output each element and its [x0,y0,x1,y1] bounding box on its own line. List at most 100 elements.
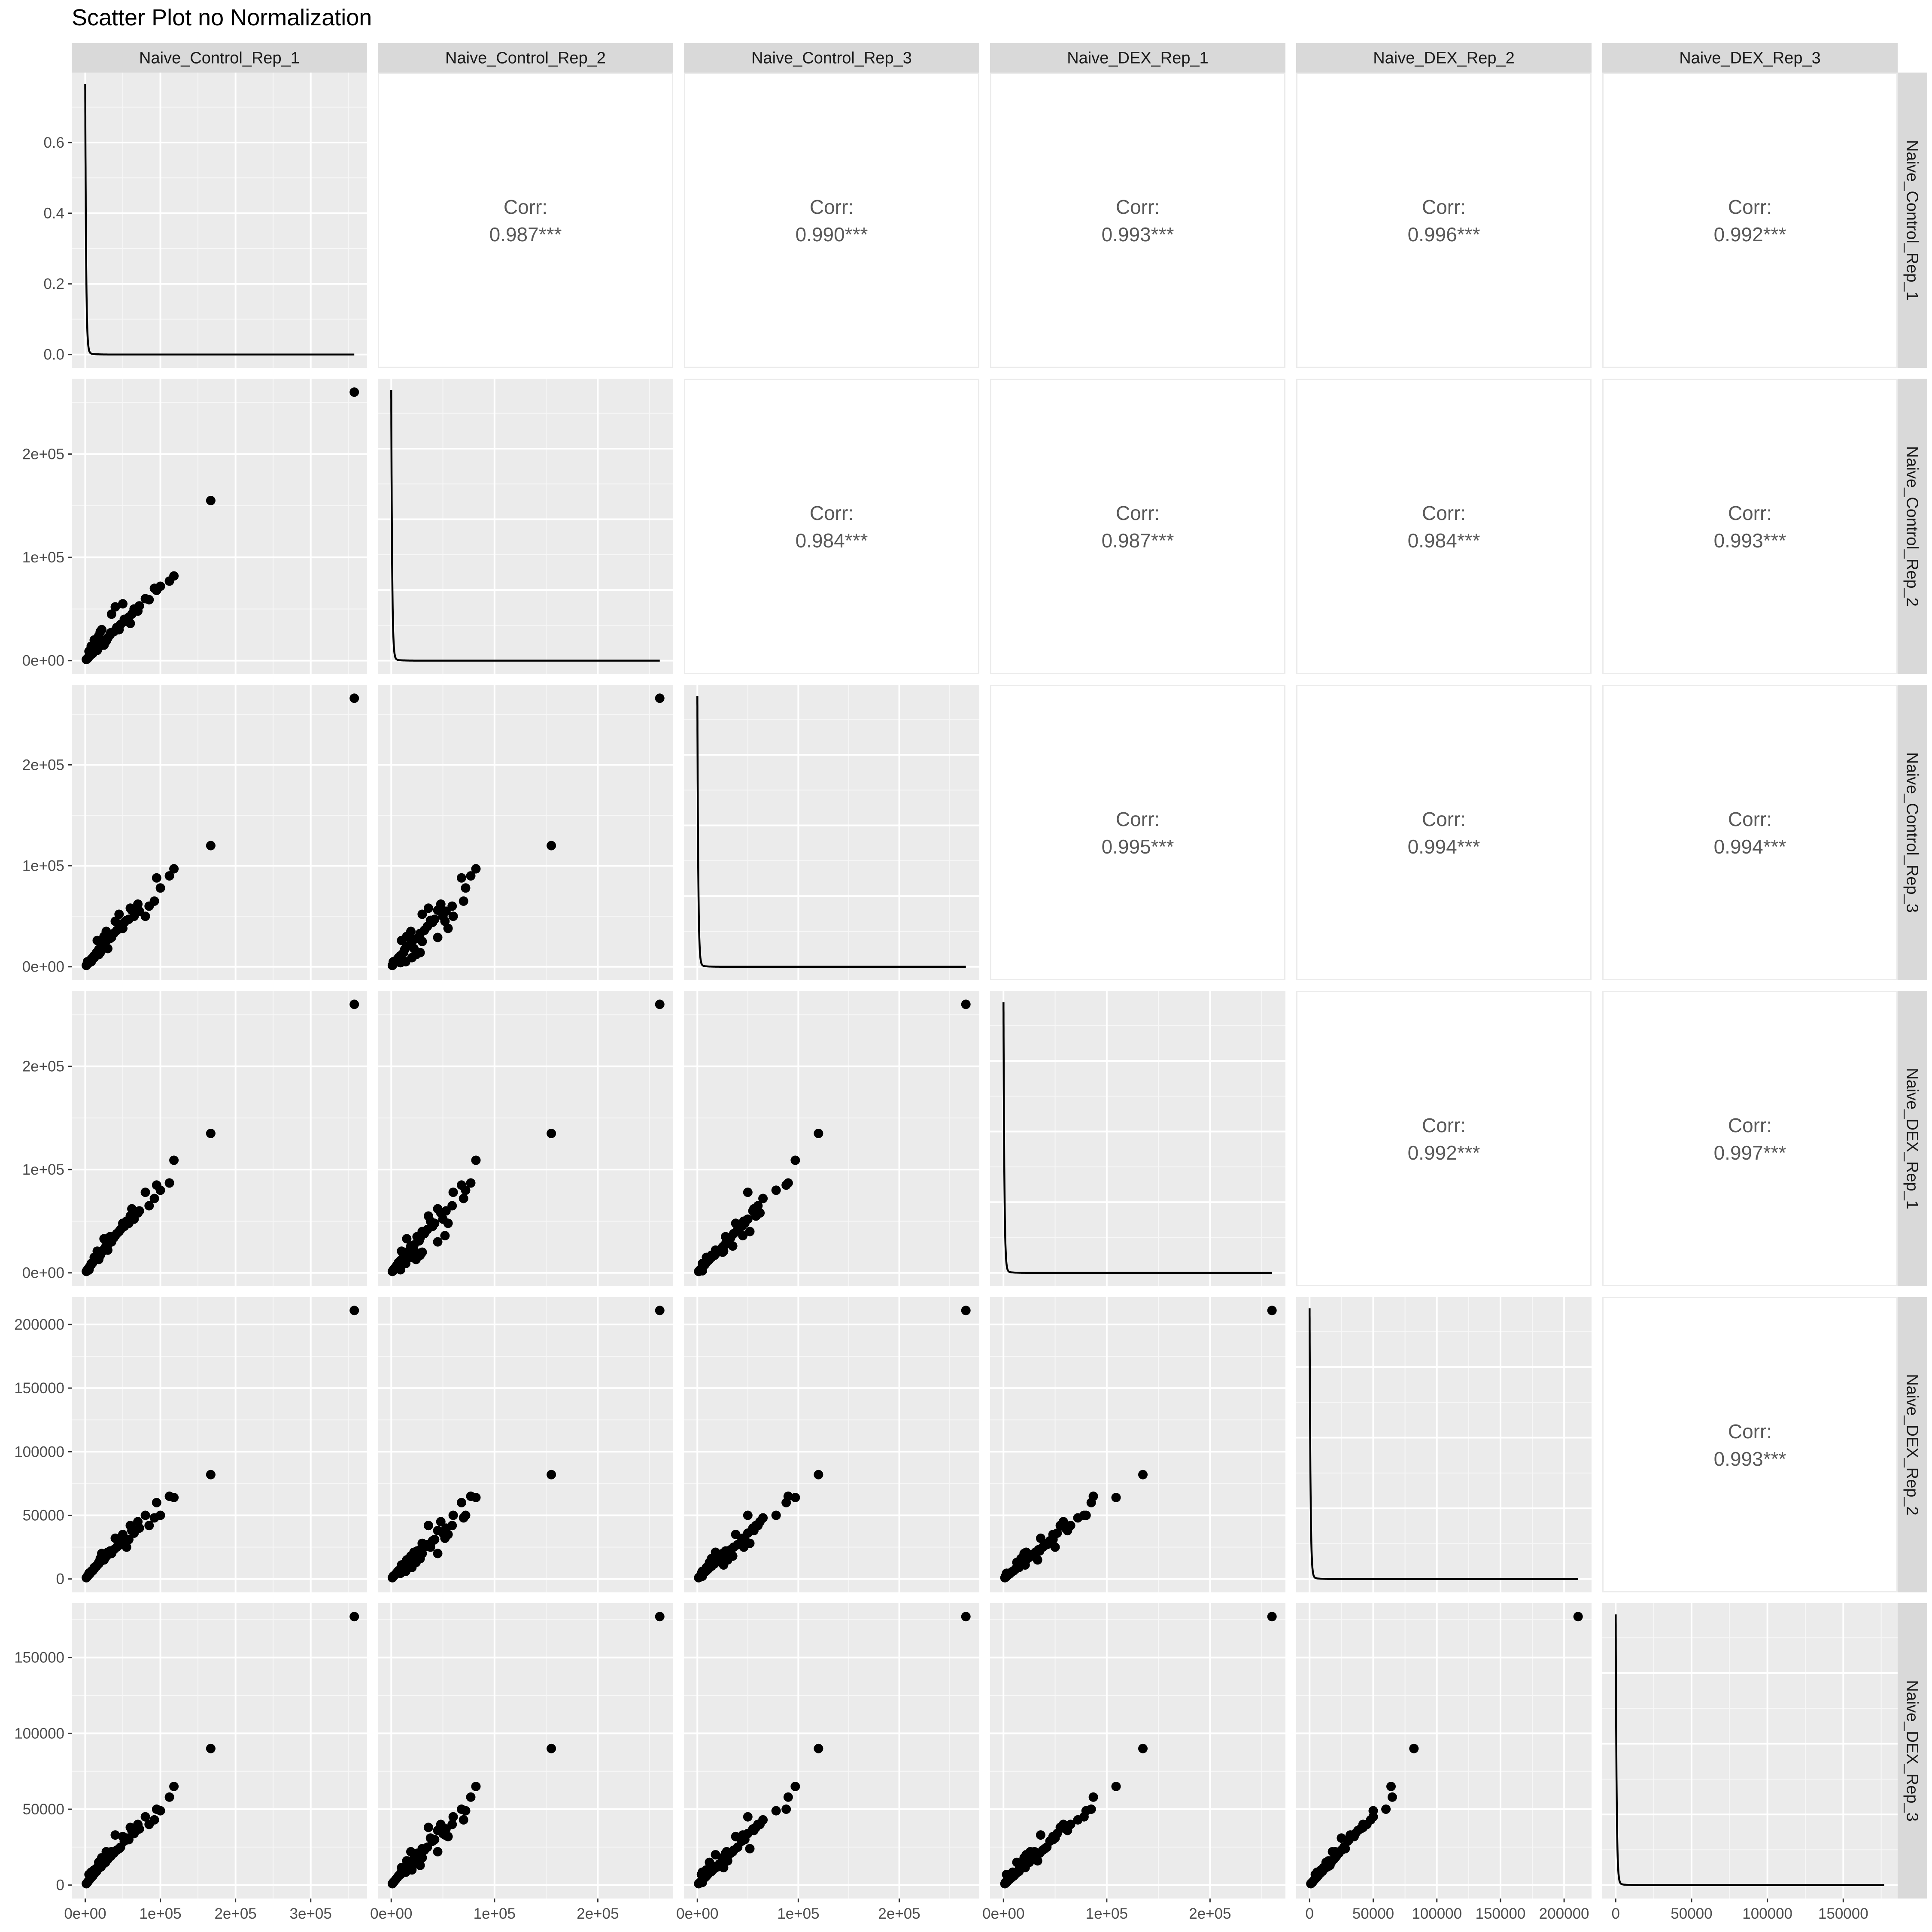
point [82,1877,92,1887]
y-axis-row-4: 0e+00 1e+05 2e+05 [22,1058,72,1282]
point [433,933,443,942]
point [1307,1877,1317,1887]
point [425,1542,435,1552]
x-tick-label: 50000 [1352,1905,1394,1922]
point [448,1188,458,1197]
corr-value: 0.992*** [1408,1142,1480,1164]
corr-value: 0.984*** [1408,529,1480,552]
panel-naive-dex-rep-2-vs-naive-control-rep-1 [72,1297,367,1592]
x-tick-label: 2e+05 [214,1905,256,1922]
point [1346,1830,1355,1840]
panel-naive-control-rep-3-vs-naive-control-rep-1 [72,685,367,980]
point [1573,1612,1583,1622]
point [698,1266,707,1276]
strip-top-label-naive-control-rep-3: Naive_Control_Rep_3 [751,49,912,67]
panel-naive-control-rep-3-vs-naive-dex-rep-1: Corr: 0.995*** [990,685,1285,980]
point [1267,1306,1277,1315]
corr-value: 0.993*** [1714,529,1786,552]
point [547,1129,556,1138]
point [1368,1812,1378,1822]
corr-panel-bg [684,379,979,674]
point [417,1538,427,1548]
point [466,1178,476,1188]
point [140,1510,150,1520]
corr-value: 0.996*** [1408,223,1480,246]
point [721,1848,731,1858]
point [82,653,92,663]
point [749,1526,759,1536]
point [144,1521,154,1531]
y-tick-label: 100000 [14,1725,64,1742]
point [459,1815,468,1825]
point [152,873,161,883]
panel-background [1602,1603,1898,1899]
point [459,1194,468,1203]
point [1079,1510,1089,1520]
y-tick-label: 150000 [14,1380,64,1397]
point [140,1188,150,1197]
point [402,1856,412,1866]
panels-layer: Naive_Control_Rep_1 Naive_Control_Rep_2 Na… [14,43,1927,1922]
point [206,1129,216,1138]
point [82,1266,92,1276]
x-tick-label: 0e+00 [64,1905,106,1922]
point [1111,1493,1121,1502]
y-axis-row-5: 0 50000 100000 150000 200000 [14,1316,72,1588]
point [814,1470,823,1479]
panel-naive-dex-rep-1-vs-naive-dex-rep-2: Corr: 0.992*** [1296,991,1592,1286]
point [440,1830,450,1840]
strip-right-naive-control-rep-1 [1898,73,1927,368]
corr-value: 0.984*** [796,529,868,552]
point [721,1546,731,1556]
corr-panel-bg [990,379,1285,674]
point [443,1218,453,1228]
corr-value: 0.987*** [1102,529,1174,552]
point [133,1517,143,1527]
point [425,1833,435,1843]
point [92,936,102,945]
point [1036,1830,1045,1840]
point [731,1218,741,1228]
point [94,950,103,960]
y-tick-label: 200000 [14,1316,64,1333]
density-curve [1309,1308,1578,1580]
point [448,1510,458,1520]
corr-value: 0.993*** [1102,223,1174,246]
point [133,899,143,909]
x-tick-label: 2e+05 [577,1905,619,1922]
point [1340,1844,1350,1853]
strip-right-naive-dex-rep-1 [1898,991,1927,1286]
point [411,1857,421,1867]
corr-value: 0.994*** [1408,835,1480,858]
panel-naive-control-rep-2-vs-naive-dex-rep-1: Corr: 0.987*** [990,379,1285,674]
point [790,1782,800,1791]
point [1020,1863,1030,1873]
point [122,1542,131,1552]
point [711,1547,720,1557]
point [152,1804,161,1814]
strip-top-label-naive-dex-rep-1: Naive_DEX_Rep_1 [1067,49,1209,67]
panel-naive-dex-rep-3-vs-naive-dex-rep-3 [1602,1603,1898,1899]
point [140,1812,150,1822]
strip-top-label-naive-control-rep-2: Naive_Control_Rep_2 [445,49,606,67]
panel-naive-control-rep-2-vs-naive-control-rep-3: Corr: 0.984*** [684,379,979,674]
point [133,1820,143,1829]
point [749,1826,759,1835]
point [728,1847,738,1856]
corr-label: Corr: [1422,502,1466,524]
point [433,1526,443,1536]
point [164,871,174,881]
point [448,1812,458,1822]
corr-panel-bg [684,73,979,368]
point [1036,1533,1045,1543]
panel-naive-control-rep-3-vs-naive-dex-rep-3: Corr: 0.994*** [1602,685,1898,980]
x-tick-label: 1e+05 [139,1905,181,1922]
point [349,1612,359,1622]
strip-right-naive-control-rep-3 [1898,685,1927,980]
point [440,1533,450,1543]
corr-value: 0.994*** [1714,835,1786,858]
point [110,1830,120,1840]
point [105,933,115,943]
panel-naive-control-rep-1-vs-naive-control-rep-2: Corr: 0.987*** [378,73,673,368]
